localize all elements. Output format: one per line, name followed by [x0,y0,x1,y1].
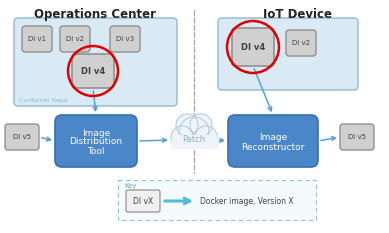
FancyBboxPatch shape [110,26,140,52]
Text: Docker image, Version X: Docker image, Version X [200,196,294,206]
Text: IoT Device: IoT Device [263,8,333,21]
Text: Image: Image [82,129,110,137]
FancyBboxPatch shape [286,30,316,56]
FancyBboxPatch shape [126,190,160,212]
Text: Container Repo: Container Repo [19,98,68,103]
FancyBboxPatch shape [14,18,177,106]
Text: DI v4: DI v4 [81,66,105,75]
Circle shape [171,126,193,148]
Text: Tool: Tool [87,147,105,155]
Text: Key: Key [124,183,137,189]
Text: DI v5: DI v5 [348,134,366,140]
FancyBboxPatch shape [22,26,52,52]
FancyBboxPatch shape [232,28,274,66]
Text: Operations Center: Operations Center [34,8,156,21]
Bar [171,134,217,148]
FancyBboxPatch shape [5,124,39,150]
Text: Image: Image [259,133,287,141]
FancyBboxPatch shape [228,115,318,167]
Text: DI v4: DI v4 [241,42,265,51]
Bar [172,135,216,148]
Text: DI v2: DI v2 [292,40,310,46]
Text: DI v5: DI v5 [13,134,31,140]
FancyBboxPatch shape [340,124,374,150]
FancyBboxPatch shape [118,180,316,220]
FancyBboxPatch shape [55,115,137,167]
Text: DI v3: DI v3 [116,36,134,42]
FancyBboxPatch shape [60,26,90,52]
Text: DI vX: DI vX [133,196,153,206]
Text: DI v2: DI v2 [66,36,84,42]
Circle shape [190,114,212,136]
Text: Reconstructor: Reconstructor [241,143,305,151]
FancyBboxPatch shape [218,18,358,90]
Text: Distribution: Distribution [70,137,123,147]
Circle shape [195,126,217,148]
Text: DI v1: DI v1 [28,36,46,42]
FancyBboxPatch shape [72,54,114,88]
Text: Patch: Patch [182,136,205,144]
Circle shape [179,117,209,147]
Circle shape [176,114,198,136]
